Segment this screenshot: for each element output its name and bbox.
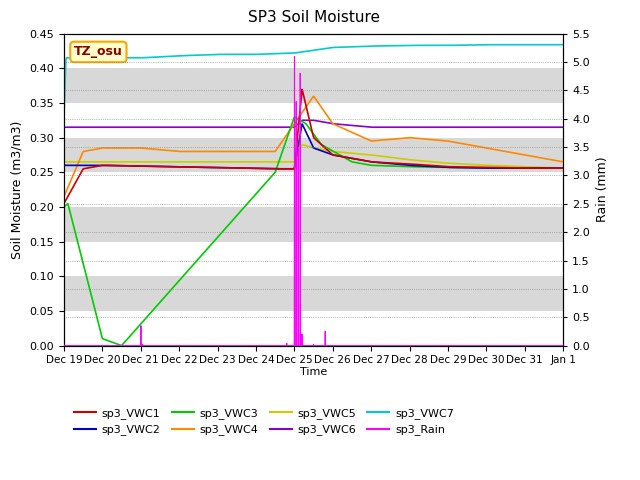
Legend: sp3_VWC1, sp3_VWC2, sp3_VWC3, sp3_VWC4, sp3_VWC5, sp3_VWC6, sp3_VWC7, sp3_Rain: sp3_VWC1, sp3_VWC2, sp3_VWC3, sp3_VWC4, … <box>70 404 458 440</box>
Bar <box>64 207 563 241</box>
Bar <box>64 34 563 68</box>
Bar <box>64 103 563 138</box>
X-axis label: Time: Time <box>300 367 327 377</box>
Bar <box>64 172 563 207</box>
Bar <box>64 138 563 172</box>
Title: SP3 Soil Moisture: SP3 Soil Moisture <box>248 11 380 25</box>
Bar <box>64 68 563 103</box>
Text: TZ_osu: TZ_osu <box>74 46 123 59</box>
Bar <box>64 276 563 311</box>
Bar <box>64 241 563 276</box>
Y-axis label: Rain (mm): Rain (mm) <box>596 157 609 222</box>
Y-axis label: Soil Moisture (m3/m3): Soil Moisture (m3/m3) <box>11 120 24 259</box>
Bar <box>64 311 563 346</box>
